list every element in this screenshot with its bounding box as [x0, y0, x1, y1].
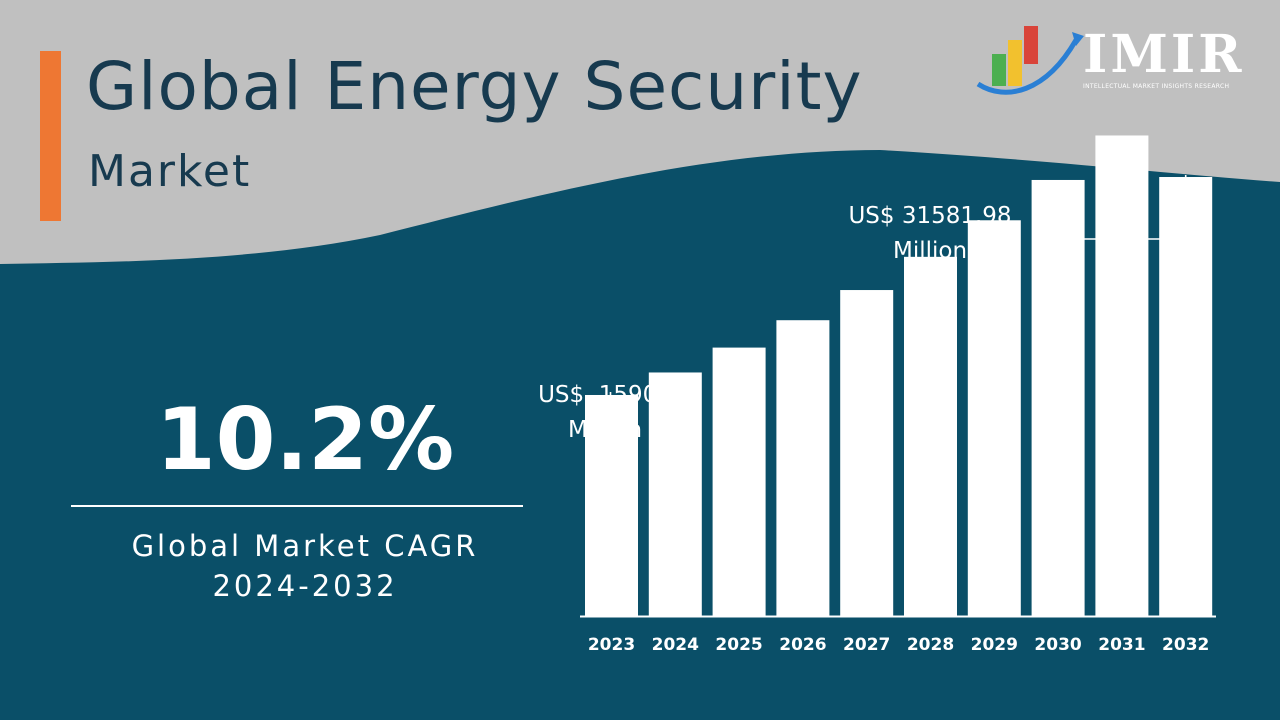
bar-growth-arrow-icon	[976, 26, 1084, 95]
start-callout-arrow	[603, 391, 618, 482]
bar-2030	[1031, 179, 1085, 616]
logo-wordmark: IMIR	[1083, 24, 1245, 85]
tick-label-2028: 2028	[907, 635, 954, 655]
tick-label-2029: 2029	[971, 635, 1018, 655]
cagr-label: Global Market CAGR	[131, 529, 479, 563]
bar-2032	[1159, 177, 1213, 616]
page-subtitle: Market	[88, 146, 252, 197]
logo-arrow-head	[1072, 32, 1084, 46]
tick-label-2032: 2032	[1162, 635, 1209, 655]
cagr-period: 2024-2032	[212, 569, 398, 603]
logo-bar-red	[1024, 26, 1038, 64]
tick-label-2023: 2023	[588, 635, 635, 655]
end-callout-arrow	[1039, 175, 1187, 246]
tick-label-2024: 2024	[652, 635, 699, 655]
logo-swoosh	[976, 38, 1079, 95]
bar-2023	[585, 394, 638, 616]
bar-2028	[904, 256, 957, 616]
bar-2026	[776, 320, 830, 616]
title-accent-bar	[40, 51, 61, 221]
cagr-value: 10.2%	[155, 390, 455, 490]
bar-2027	[840, 290, 894, 616]
bar-2025	[712, 347, 766, 616]
bar-2024	[648, 372, 702, 616]
bar-2029	[967, 220, 1021, 616]
bar-2031	[1095, 135, 1149, 617]
logo-bar-yellow	[1008, 40, 1022, 86]
logo-tagline: INTELLECTUAL MARKET INSIGHTS RESEARCH	[1083, 83, 1230, 90]
tick-label-2030: 2030	[1034, 635, 1081, 655]
tick-label-2026: 2026	[779, 635, 826, 655]
tick-label-2025: 2025	[715, 635, 762, 655]
page-title: Global Energy Security	[86, 48, 863, 125]
tick-label-2027: 2027	[843, 635, 890, 655]
cagr-divider	[71, 505, 523, 507]
logo-bar-green	[992, 54, 1006, 86]
header-background	[0, 0, 1280, 264]
tick-label-2031: 2031	[1098, 635, 1145, 655]
